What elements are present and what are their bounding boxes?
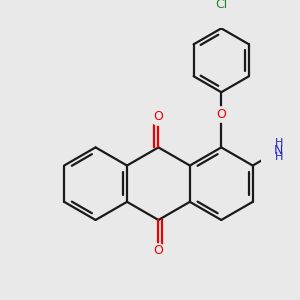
Text: N: N <box>274 144 283 157</box>
Text: Cl: Cl <box>215 0 227 11</box>
Text: O: O <box>216 107 226 121</box>
Text: H: H <box>275 152 284 162</box>
Text: H: H <box>275 138 284 148</box>
Text: O: O <box>154 244 164 257</box>
Text: O: O <box>154 110 164 123</box>
